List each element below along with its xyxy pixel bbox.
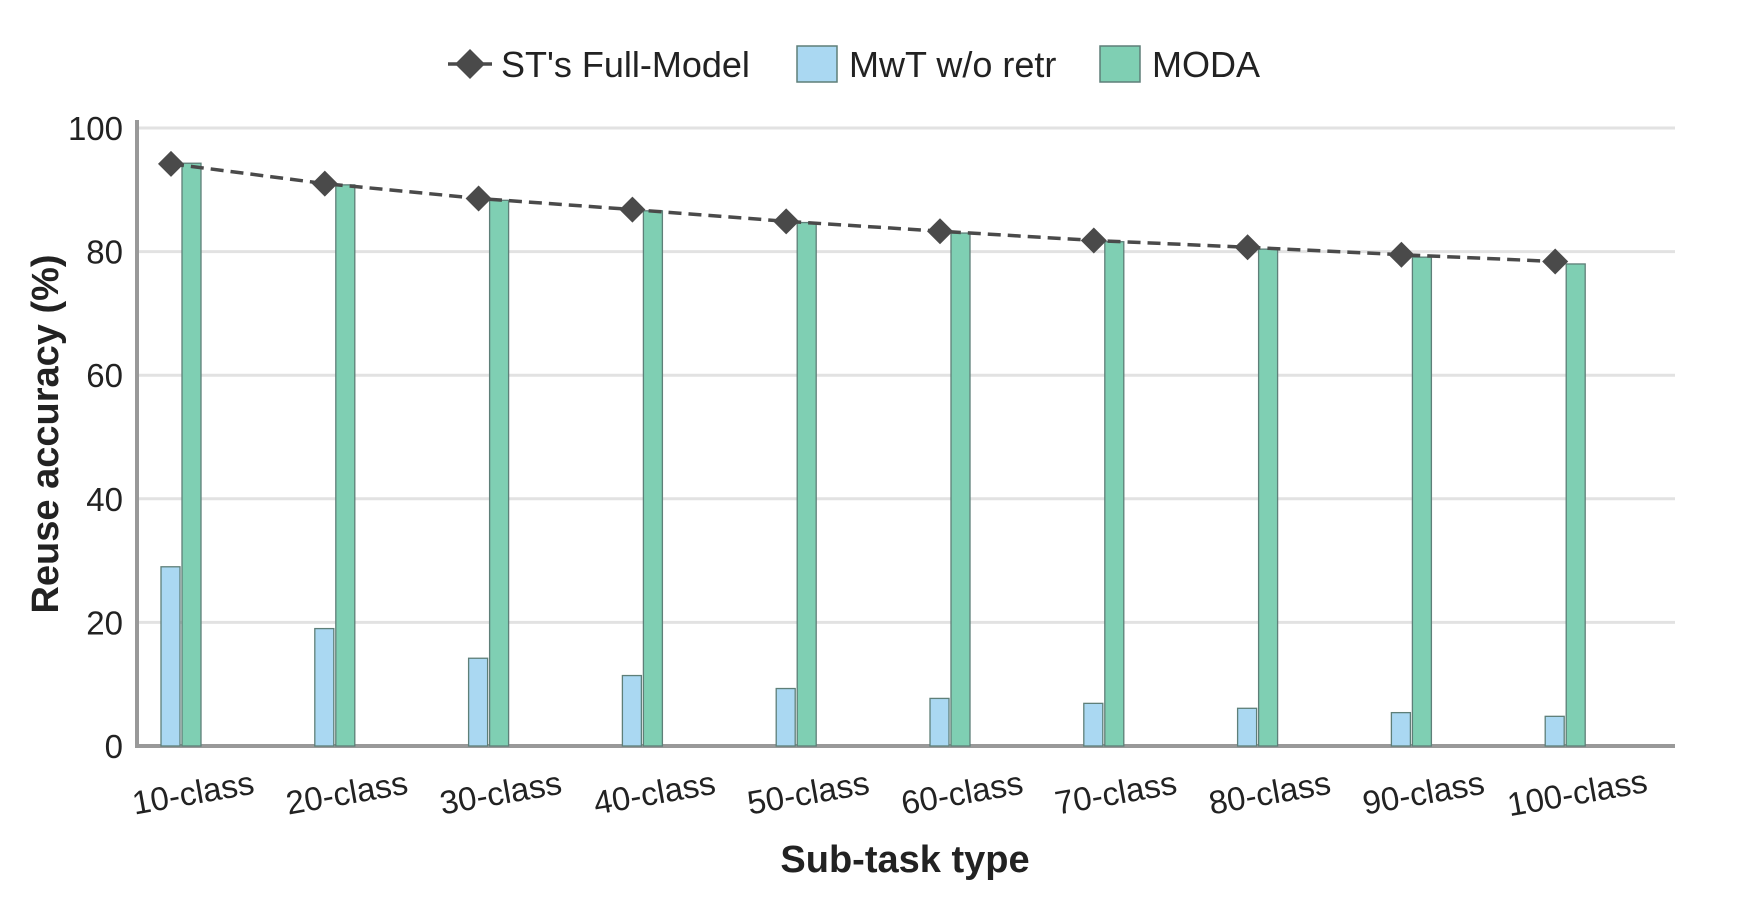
legend-label: ST's Full-Model [501,44,750,85]
bar-mwt-wo-retr [1236,707,1258,747]
legend-diamond-icon [455,49,485,79]
bar-mwt-wo-retr [314,627,335,747]
bar-moda [642,210,664,747]
marker-full-model [1388,241,1415,268]
bar-moda [488,199,510,747]
legend-swatch [796,45,838,83]
grid-lines [137,126,1675,624]
y-tick-label: 20 [86,604,123,641]
x-tick-label: 50-class [744,764,871,822]
legend: ST's Full-Model MwT w/o retr MODA [448,44,1260,85]
y-tick-label: 60 [86,357,123,394]
bar-mwt-wo-retr [775,687,796,747]
y-tick-labels: 0 20 40 60 80 100 [68,110,123,765]
marker-full-model [158,150,184,177]
legend-swatch [1099,45,1141,83]
axes [135,120,1675,748]
x-tick-label: 100-class [1504,762,1650,823]
x-tick-label: 90-class [1360,764,1487,822]
x-tick-label: 80-class [1206,764,1333,822]
x-tick-label: 20-class [283,764,410,822]
marker-full-model [1080,227,1107,254]
legend-item-mwt-wo-retr: MwT w/o retr [796,44,1056,85]
marker-full-model [619,196,646,223]
x-tick-label: 30-class [437,764,564,822]
x-tick-label: 40-class [591,764,718,822]
x-tick-label: 10-class [129,764,256,822]
series-line [158,150,1569,275]
line-full-model [170,162,1556,264]
bar-mwt-wo-retr [1390,711,1412,747]
legend-label: MwT w/o retr [849,44,1056,85]
bar-mwt-wo-retr [160,566,181,747]
x-tick-label: 60-class [898,764,1025,822]
y-axis-title: Reuse accuracy (%) [25,254,67,613]
marker-full-model [1234,234,1261,261]
bar-moda [950,232,971,747]
bar-moda [1565,263,1586,747]
marker-full-model [465,185,492,212]
bar-moda [181,162,202,747]
marker-full-model [773,208,800,235]
bar-moda [796,221,817,747]
marker-full-model [1542,248,1569,275]
marker-full-model [927,218,953,245]
y-tick-label: 0 [105,728,123,765]
y-tick-label: 40 [86,481,123,518]
bar-moda [1411,256,1433,747]
bar-moda [1257,248,1279,747]
x-tick-label: 70-class [1052,764,1179,822]
bar-mwt-wo-retr [1083,702,1104,747]
legend-item-moda: MODA [1099,44,1260,85]
bar-moda [335,184,356,747]
bar-mwt-wo-retr [621,674,643,747]
marker-full-model [311,170,338,197]
bar-mwt-wo-retr [1544,715,1565,747]
legend-label: MODA [1152,44,1260,85]
legend-item-full-model: ST's Full-Model [448,44,750,85]
x-tick-labels: 10-class 20-class 30-class 40-class 50-class… [129,762,1650,823]
y-tick-label: 100 [68,110,123,147]
y-tick-label: 80 [86,234,123,271]
x-axis-title: Sub-task type [780,839,1029,881]
bar-moda [1104,241,1125,747]
bars [160,162,1586,747]
bar-mwt-wo-retr [929,697,950,747]
bar-mwt-wo-retr [467,657,489,747]
